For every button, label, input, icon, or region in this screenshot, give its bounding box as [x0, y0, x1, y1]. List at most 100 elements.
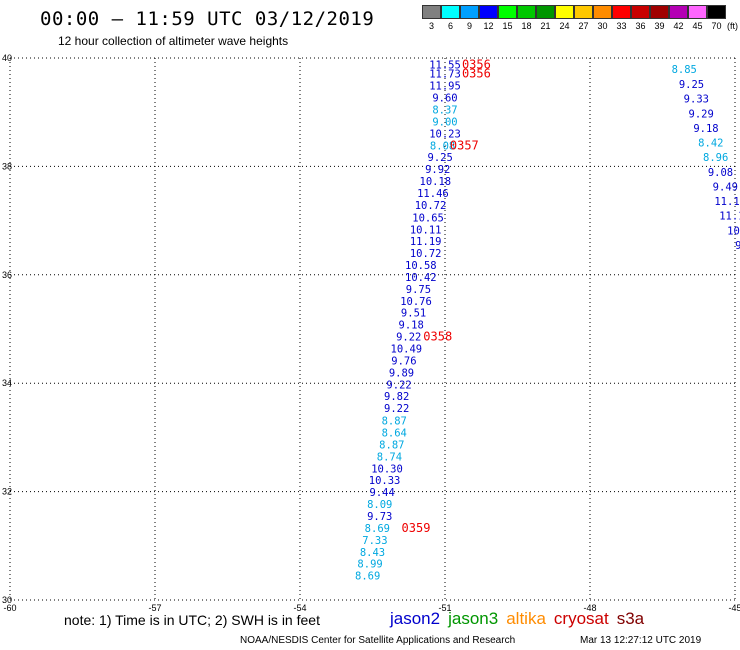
legend-swatch: [479, 5, 498, 19]
wave-height-point: 9.18: [693, 123, 718, 135]
wave-height-point: 8.87: [379, 439, 404, 451]
wave-height-point: 10.18: [420, 176, 452, 188]
legend-label: 27: [578, 21, 589, 31]
wave-height-point: 10.72: [410, 248, 442, 260]
legend-swatch: [574, 5, 593, 19]
wave-height-point: 10.76: [400, 296, 432, 308]
legend-swatch: [517, 5, 536, 19]
legend-label: 12: [483, 21, 494, 31]
wave-height-point: 9.82: [384, 391, 409, 403]
wave-height-point: 9.75: [406, 284, 431, 296]
x-tick-label: -48: [583, 603, 596, 613]
legend-label: 18: [521, 21, 532, 31]
legend-label: 3: [428, 21, 434, 31]
color-legend: [422, 5, 726, 19]
wave-height-point: 11.15: [714, 196, 740, 208]
wave-height-point: 9.18: [399, 320, 424, 332]
time-label: 0358: [423, 330, 452, 344]
wave-height-point: 9.33: [684, 94, 709, 106]
legend-swatch: [498, 5, 517, 19]
wave-height-point: 9.25: [428, 152, 453, 164]
satellite-cryosat: cryosat: [553, 609, 609, 628]
legend-label: 33: [616, 21, 627, 31]
color-legend-labels: 3 6 9 12 15 18 21 24 27 30 33 36 39 42 45 70 (ft): [422, 21, 740, 31]
wave-height-point: 8.37: [432, 104, 457, 116]
wave-height-point: 9.44: [370, 487, 395, 499]
time-label: 0356: [462, 58, 491, 72]
page-subtitle: 12 hour collection of altimeter wave hei…: [58, 34, 289, 48]
wave-height-point: 9.25: [679, 79, 704, 91]
wave-height-point: 9.00: [432, 116, 457, 128]
satellite-legend: jason2 jason3 altika cryosat s3a: [390, 609, 652, 629]
wave-height-point: 8.85: [672, 64, 697, 76]
wave-height-point: 11.46: [417, 188, 449, 200]
satellite-jason2: jason2: [390, 609, 441, 628]
legend-label: 24: [559, 21, 570, 31]
wave-height-point: 8.96: [703, 152, 728, 164]
wave-height-point: 10.11: [410, 224, 442, 236]
wave-height-point: 8.87: [382, 416, 407, 428]
x-tick-label: -57: [148, 603, 161, 613]
x-tick-label: -51: [438, 603, 451, 613]
wave-height-point: 9.49: [713, 181, 738, 193]
y-tick-label: 36: [2, 270, 12, 280]
legend-unit: (ft): [727, 21, 738, 31]
x-tick-label: -54: [293, 603, 306, 613]
legend-swatch: [460, 5, 479, 19]
x-tick-label: -60: [3, 603, 16, 613]
legend-label: 39: [654, 21, 665, 31]
satellite-s3a: s3a: [616, 609, 645, 628]
wave-height-point: 11.17: [719, 211, 740, 223]
legend-swatch: [555, 5, 574, 19]
legend-label: 9: [466, 21, 472, 31]
legend-label: 6: [447, 21, 453, 31]
satellite-jason3: jason3: [448, 609, 499, 628]
y-tick-label: 34: [2, 378, 12, 388]
legend-label: 45: [692, 21, 703, 31]
legend-swatch: [441, 5, 460, 19]
wave-height-point: 9.22: [386, 379, 411, 391]
legend-label: 70: [711, 21, 722, 31]
wave-height-point: 9.29: [689, 108, 714, 120]
legend-label: 15: [502, 21, 513, 31]
wave-height-point: 9.76: [391, 355, 416, 367]
time-label: 0359: [402, 521, 431, 535]
wave-height-point: 9.92: [425, 164, 450, 176]
legend-swatch: [422, 5, 441, 19]
satellite-altika: altika: [506, 609, 546, 628]
wave-height-point: 10.23: [429, 128, 461, 140]
wave-height-point: 10.42: [405, 272, 437, 284]
wave-height-point: 8.08: [430, 140, 455, 152]
legend-swatch: [688, 5, 707, 19]
wave-height-point: 9.51: [401, 308, 426, 320]
legend-swatch: [612, 5, 631, 19]
legend-swatch: [650, 5, 669, 19]
wave-height-point: 9.5: [735, 240, 740, 252]
wave-height-point: 10.30: [371, 463, 403, 475]
wave-height-point: 8.69: [355, 571, 380, 583]
legend-swatch: [536, 5, 555, 19]
wave-height-point: 11.19: [410, 236, 442, 248]
y-tick-label: 32: [2, 487, 12, 497]
y-tick-label: 38: [2, 161, 12, 171]
wave-height-point: 10.58: [405, 260, 437, 272]
y-tick-label: 40: [2, 53, 12, 63]
wave-height-point: 10.65: [412, 212, 444, 224]
wave-height-point: 11.95: [429, 81, 461, 93]
legend-label: 21: [540, 21, 551, 31]
wave-height-point: 10.33: [369, 475, 401, 487]
legend-label: 36: [635, 21, 646, 31]
generated-timestamp: Mar 13 12:27:12 UTC 2019: [580, 635, 702, 646]
x-tick-label: -45: [728, 603, 740, 613]
legend-swatch: [707, 5, 726, 19]
wave-height-point: 10.72: [415, 200, 447, 212]
wave-height-point: 10.49: [391, 344, 423, 356]
wave-height-point: 9.73: [367, 511, 392, 523]
wave-height-point: 7.33: [362, 535, 387, 547]
wave-height-point: 8.42: [698, 138, 723, 150]
legend-swatch: [669, 5, 688, 19]
wave-height-point: 10.4: [727, 225, 740, 237]
wave-height-point: 8.74: [377, 451, 402, 463]
wave-height-point: 11.55: [429, 60, 461, 72]
